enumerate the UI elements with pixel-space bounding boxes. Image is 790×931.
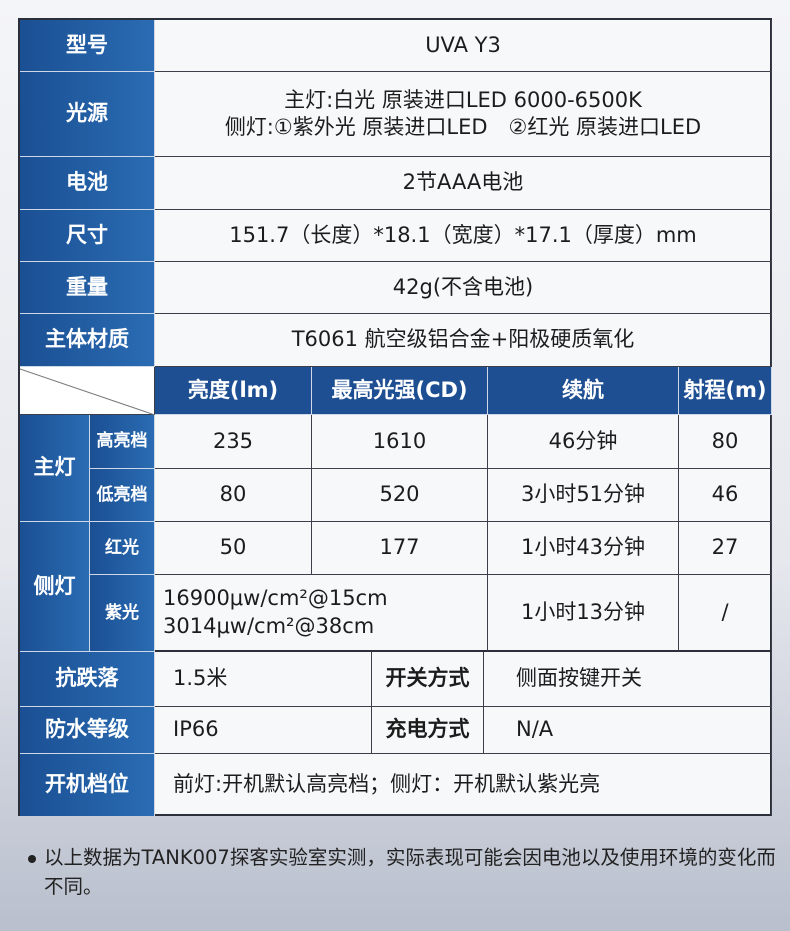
- cell-lumens: 50: [155, 522, 312, 575]
- model-value: UVA Y3: [155, 20, 772, 72]
- cell-runtime: 1小时43分钟: [488, 522, 679, 575]
- bullet-icon: [28, 855, 36, 863]
- cell-runtime: 3小时51分钟: [488, 469, 679, 522]
- source-value: 主灯:白光 原装进口LED 6000-6500K 侧灯:①紫外光 原装进口LED…: [155, 72, 772, 157]
- main-light-label: 主灯: [20, 415, 90, 522]
- header-intensity: 最高光强(CD): [312, 367, 488, 415]
- source-line-2: 侧灯:①紫外光 原装进口LED ②红光 原装进口LED: [224, 115, 702, 139]
- size-value: 151.7（长度）*18.1（宽度）*17.1（厚度）mm: [155, 210, 772, 262]
- header-runtime: 续航: [488, 367, 679, 415]
- startup-label: 开机档位: [20, 754, 155, 816]
- side-light-label: 侧灯: [20, 522, 90, 652]
- cell-range: 46: [679, 469, 772, 522]
- mode-red: 红光: [90, 522, 155, 575]
- cell-intensity: 520: [312, 469, 488, 522]
- water-label: 防水等级: [20, 707, 155, 754]
- cell-runtime: 1小时13分钟: [488, 575, 679, 652]
- drop-value: 1.5米: [155, 652, 372, 707]
- weight-label: 重量: [20, 262, 155, 314]
- switch-label: 开关方式: [372, 652, 484, 707]
- cell-runtime: 46分钟: [488, 415, 679, 469]
- mode-low: 低亮档: [90, 469, 155, 522]
- source-label: 光源: [20, 72, 155, 157]
- uv-irradiance-15cm: 16900μw/cm²@15cm: [163, 586, 388, 611]
- charge-label: 充电方式: [372, 707, 484, 754]
- cell-range: /: [679, 575, 772, 652]
- footnote-text: 以上数据为TANK007探客实验室实测，实际表现可能会因电池以及使用环境的变化而…: [44, 846, 776, 899]
- charge-value: N/A: [484, 707, 772, 754]
- model-label: 型号: [20, 20, 155, 72]
- cell-intensity: 177: [312, 522, 488, 575]
- cell-range: 27: [679, 522, 772, 575]
- cell-intensity: 1610: [312, 415, 488, 469]
- cell-lumens: 235: [155, 415, 312, 469]
- mode-uv: 紫光: [90, 575, 155, 652]
- diagonal-line: [20, 368, 155, 415]
- drop-label: 抗跌落: [20, 652, 155, 707]
- source-line-1: 主灯:白光 原装进口LED 6000-6500K: [284, 87, 642, 112]
- size-label: 尺寸: [20, 210, 155, 262]
- material-value: T6061 航空级铝合金+阳极硬质氧化: [155, 314, 772, 367]
- battery-value: 2节AAA电池: [155, 157, 772, 210]
- material-label: 主体材质: [20, 314, 155, 367]
- spec-table: 型号 UVA Y3 光源 主灯:白光 原装进口LED 6000-6500K 侧灯…: [18, 18, 772, 816]
- footnote: 以上数据为TANK007探客实验室实测，实际表现可能会因电池以及使用环境的变化而…: [22, 843, 782, 902]
- cell-uv-irradiance: 16900μw/cm²@15cm 3014μw/cm²@38cm: [155, 575, 488, 652]
- switch-value: 侧面按键开关: [484, 652, 772, 707]
- mode-high: 高亮档: [90, 415, 155, 469]
- header-range: 射程(m): [679, 367, 772, 415]
- cell-lumens: 80: [155, 469, 312, 522]
- water-value: IP66: [155, 707, 372, 754]
- uv-irradiance-38cm: 3014μw/cm²@38cm: [163, 613, 375, 638]
- corner-cell: [20, 367, 155, 415]
- battery-label: 电池: [20, 157, 155, 210]
- startup-value: 前灯:开机默认高亮档；侧灯：开机默认紫光亮: [155, 754, 772, 816]
- weight-value: 42g(不含电池): [155, 262, 772, 314]
- header-lumens: 亮度(lm): [155, 367, 312, 415]
- cell-range: 80: [679, 415, 772, 469]
